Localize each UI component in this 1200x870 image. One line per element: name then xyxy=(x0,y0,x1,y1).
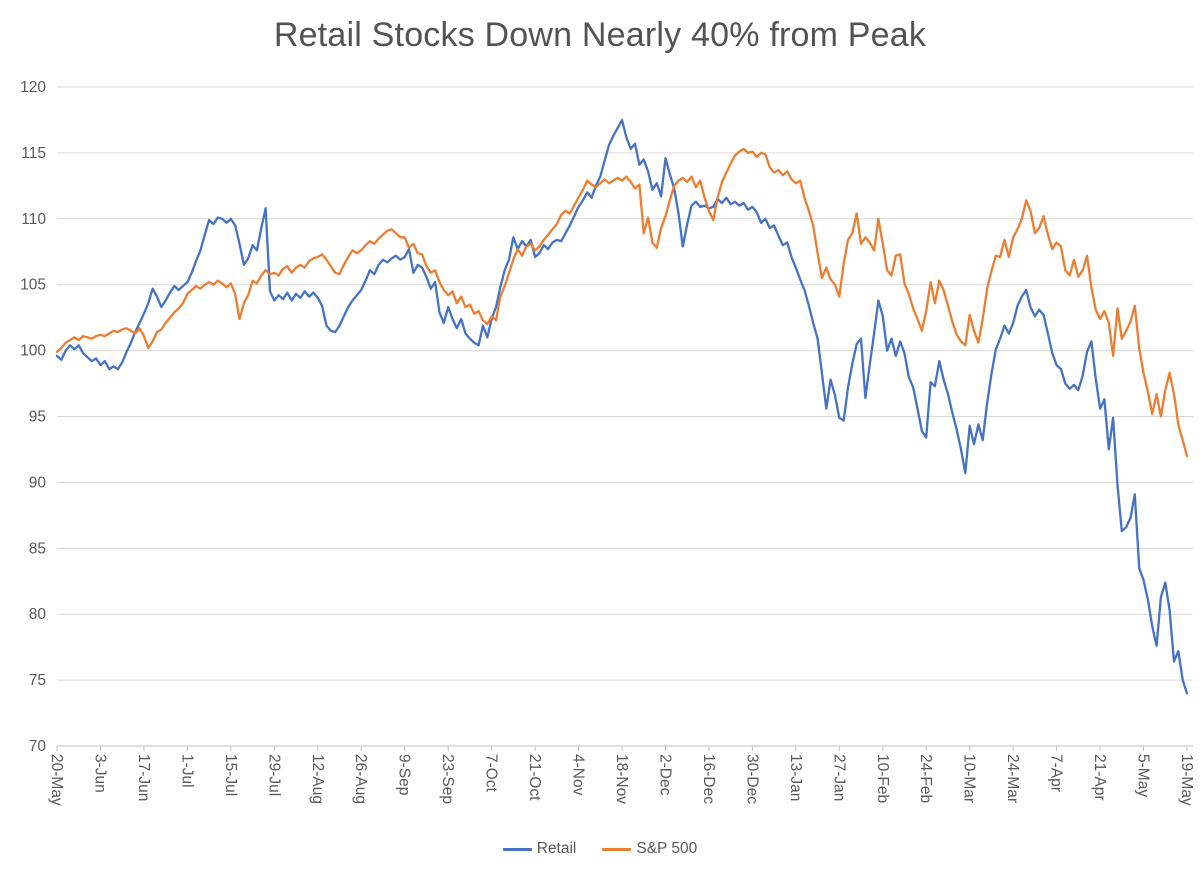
x-tick-label: 17-Jun xyxy=(135,754,152,801)
legend-label-retail: Retail xyxy=(536,840,577,857)
x-tick-label: 1-Jul xyxy=(178,754,195,788)
y-tick-label: 105 xyxy=(20,277,46,294)
x-tick-label: 26-Aug xyxy=(352,754,369,804)
x-tick-label: 23-Sep xyxy=(439,754,456,804)
x-tick-label: 24-Mar xyxy=(1004,754,1021,803)
y-tick-label: 75 xyxy=(29,672,46,689)
x-tick-label: 10-Mar xyxy=(961,754,978,803)
y-tick-label: 100 xyxy=(20,343,46,360)
x-tick-label: 12-Aug xyxy=(309,754,326,804)
x-tick-label: 24-Feb xyxy=(917,754,934,803)
legend-item-sp500: S&P 500 xyxy=(602,840,697,858)
chart-title: Retail Stocks Down Nearly 40% from Peak xyxy=(273,16,927,54)
y-tick-label: 115 xyxy=(21,145,46,162)
y-tick-label: 70 xyxy=(29,738,47,755)
x-tick-label: 27-Jan xyxy=(830,754,847,801)
retail-line-swatch xyxy=(502,847,532,851)
x-tick-label: 15-Jul xyxy=(222,754,239,796)
x-tick-label: 5-May xyxy=(1135,754,1152,797)
x-tick-label: 21-Oct xyxy=(526,754,543,801)
x-tick-label: 30-Dec xyxy=(743,754,760,804)
y-tick-label: 90 xyxy=(29,474,47,491)
x-tick-label: 29-Jul xyxy=(265,754,282,796)
series-line-s-p-500 xyxy=(55,147,1189,458)
x-tick-label: 21-Apr xyxy=(1091,754,1108,801)
legend-item-retail: Retail xyxy=(502,840,577,858)
x-tick-label: 18-Nov xyxy=(613,754,630,804)
x-tick-label: 9-Sep xyxy=(396,754,413,795)
legend-label-sp500: S&P 500 xyxy=(636,840,698,857)
x-tick-label: 7-Oct xyxy=(483,754,500,793)
sp500-line-swatch xyxy=(602,847,632,851)
x-tick-label: 16-Dec xyxy=(700,754,717,804)
y-tick-label: 80 xyxy=(29,606,47,623)
x-tick-label: 20-May xyxy=(48,754,65,806)
x-tick-label: 7-Apr xyxy=(1048,754,1065,792)
x-tick-label: 4-Nov xyxy=(570,754,587,796)
y-tick-label: 120 xyxy=(20,79,46,96)
chart-legend: Retail S&P 500 xyxy=(0,840,1200,858)
y-tick-label: 110 xyxy=(21,211,46,228)
x-tick-label: 13-Jan xyxy=(787,754,804,801)
x-tick-label: 10-Feb xyxy=(874,754,891,803)
series-line-retail xyxy=(55,118,1189,695)
x-tick-label: 3-Jun xyxy=(92,754,109,793)
y-tick-label: 95 xyxy=(29,409,46,426)
y-tick-label: 85 xyxy=(29,540,46,557)
x-tick-label: 19-May xyxy=(1178,754,1195,806)
x-tick-label: 2-Dec xyxy=(657,754,674,796)
